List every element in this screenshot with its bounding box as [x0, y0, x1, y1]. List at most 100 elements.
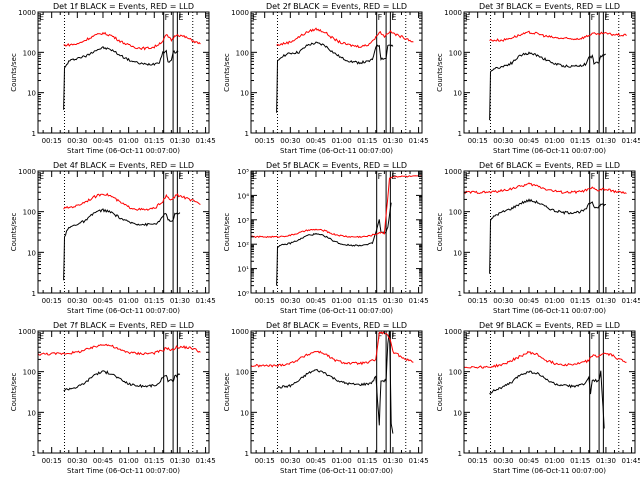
x-tick-label: 01:45 [621, 297, 640, 305]
events-series-line [63, 370, 181, 392]
marker-label-e-left: E [39, 172, 44, 181]
x-tick-label: 01:15 [357, 137, 377, 145]
marker-label-e-left: E [252, 172, 257, 181]
marker-label-e: E [604, 13, 609, 22]
chart-title: Det 7f BLACK = Events, RED = LLD [53, 321, 194, 330]
marker-label-e: E [604, 172, 609, 181]
chart-title: Det 9f BLACK = Events, RED = LLD [479, 321, 620, 330]
x-tick-label: 01:15 [570, 137, 590, 145]
x-tick-label: 00:15 [468, 137, 488, 145]
events-series-line [489, 51, 606, 121]
chart-title: Det 5f BLACK = Events, RED = LLD [266, 161, 407, 170]
x-tick-label: 01:15 [144, 297, 164, 305]
y-tick-label: 10 [453, 409, 462, 417]
x-tick-label: 01:15 [357, 457, 377, 465]
chart-title: Det 8f BLACK = Events, RED = LLD [266, 321, 407, 330]
y-tick-label: 10 [453, 249, 462, 257]
y-axis-label: Counts/sec [10, 213, 18, 252]
chart-title: Det 1f BLACK = Events, RED = LLD [53, 2, 194, 11]
lld-series-line [37, 343, 201, 356]
x-tick-label: 01:00 [332, 457, 352, 465]
y-tick-label: 1 [245, 450, 249, 458]
marker-label-f: F [591, 172, 596, 181]
lld-series-line [463, 350, 627, 369]
y-tick-label: 1 [32, 290, 36, 298]
y-tick-label: 1000 [444, 328, 462, 336]
y-tick-label: 10² [237, 241, 249, 249]
y-axis-label: Counts/sec [223, 53, 231, 92]
chart-title: Det 6f BLACK = Events, RED = LLD [479, 161, 620, 170]
x-tick-label: 01:45 [408, 457, 428, 465]
marker-label-e: E [178, 13, 183, 22]
y-tick-label: 100 [236, 49, 249, 57]
x-tick-label: 00:15 [468, 457, 488, 465]
marker-label-f: F [378, 332, 383, 341]
flare-marker-box [163, 11, 174, 134]
x-tick-label: 00:30 [280, 297, 300, 305]
x-tick-label: 01:00 [332, 297, 352, 305]
y-axis-label: Counts/sec [223, 373, 231, 412]
x-tick-label: 01:15 [144, 457, 164, 465]
x-tick-label: 01:45 [408, 137, 428, 145]
x-tick-label: 01:45 [621, 457, 640, 465]
events-series-line [276, 202, 392, 286]
x-tick-label: 01:30 [596, 137, 616, 145]
chart-title: Det 4f BLACK = Events, RED = LLD [53, 161, 194, 170]
x-tick-label: 00:45 [519, 137, 539, 145]
events-series-line [276, 330, 394, 434]
events-series-line [489, 370, 605, 429]
x-tick-label: 01:45 [195, 457, 215, 465]
x-tick-label: 01:30 [170, 137, 190, 145]
marker-label-e: E [178, 332, 183, 341]
y-axis-label: Counts/sec [223, 213, 231, 252]
lld-series-line [276, 27, 414, 49]
flare-marker-box [376, 11, 387, 134]
marker-label-e: E [604, 332, 609, 341]
x-tick-label: 00:45 [519, 297, 539, 305]
x-axis-label: Start Time (06-Oct-11 00:07:00) [493, 307, 606, 315]
marker-label-f: F [591, 13, 596, 22]
marker-label-e-left: E [39, 13, 44, 22]
marker-label-e: E [178, 172, 183, 181]
y-tick-label: 1000 [444, 9, 462, 17]
x-tick-label: 00:30 [280, 137, 300, 145]
x-tick-label: 00:15 [255, 137, 275, 145]
y-tick-label: 1 [458, 130, 462, 138]
y-axis-label: Counts/sec [10, 373, 18, 412]
marker-label-f: F [165, 13, 170, 22]
y-tick-label: 1 [245, 130, 249, 138]
lld-series-line [463, 182, 627, 195]
marker-label-e-left: E [465, 172, 470, 181]
y-axis-label: Counts/sec [436, 213, 444, 252]
flare-marker-box [163, 170, 174, 294]
marker-label-e-left: E [465, 13, 470, 22]
marker-label-f: F [591, 332, 596, 341]
lld-series-line [489, 30, 627, 42]
marker-label-f: F [165, 172, 170, 181]
y-tick-label: 10⁰ [237, 290, 249, 298]
y-tick-label: 1 [458, 290, 462, 298]
x-axis-label: Start Time (06-Oct-11 00:07:00) [493, 147, 606, 155]
marker-label-e: E [391, 332, 396, 341]
marker-label-e-left: E [252, 13, 257, 22]
x-tick-label: 00:30 [493, 137, 513, 145]
x-tick-label: 00:15 [42, 297, 62, 305]
x-tick-label: 00:15 [42, 137, 62, 145]
y-tick-label: 10¹ [237, 266, 249, 274]
y-tick-label: 100 [449, 369, 462, 377]
y-tick-label: 10 [27, 249, 36, 257]
x-tick-label: 01:45 [195, 137, 215, 145]
x-tick-label: 00:15 [42, 457, 62, 465]
x-tick-label: 01:15 [144, 137, 164, 145]
marker-label-e: E [391, 13, 396, 22]
plot-frame [250, 170, 423, 294]
events-series-line [63, 208, 181, 281]
plot-frame [37, 11, 210, 134]
x-tick-label: 01:00 [545, 297, 565, 305]
